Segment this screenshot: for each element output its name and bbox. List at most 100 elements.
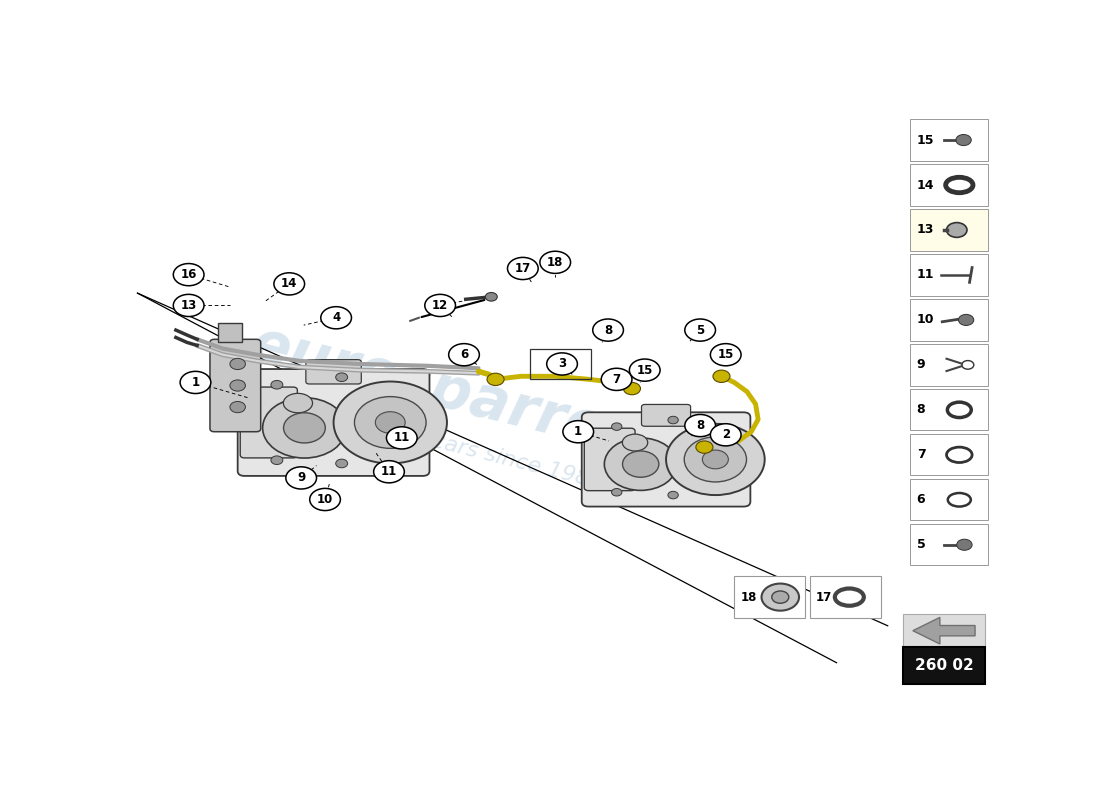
Text: 3: 3: [558, 358, 566, 370]
Circle shape: [336, 373, 348, 382]
Circle shape: [956, 134, 971, 146]
FancyBboxPatch shape: [240, 387, 297, 458]
Circle shape: [333, 382, 447, 463]
Ellipse shape: [948, 493, 971, 506]
Circle shape: [284, 413, 326, 443]
Circle shape: [274, 273, 305, 295]
Circle shape: [354, 397, 426, 448]
Bar: [910, 209, 988, 250]
Text: 14: 14: [916, 178, 934, 191]
Circle shape: [321, 306, 352, 329]
Circle shape: [958, 314, 974, 326]
Bar: [910, 434, 988, 475]
Text: 6: 6: [916, 494, 925, 506]
Circle shape: [668, 416, 679, 424]
Bar: [910, 344, 988, 386]
Circle shape: [946, 222, 967, 238]
FancyBboxPatch shape: [582, 412, 750, 506]
Text: 11: 11: [381, 466, 397, 478]
Text: 17: 17: [816, 590, 833, 604]
Circle shape: [540, 251, 571, 274]
Text: 16: 16: [180, 268, 197, 281]
Text: 15: 15: [916, 134, 934, 146]
Bar: [910, 389, 988, 430]
Circle shape: [604, 438, 676, 490]
Circle shape: [961, 361, 974, 369]
Text: 8: 8: [696, 419, 704, 432]
Circle shape: [374, 461, 405, 483]
Circle shape: [668, 491, 679, 499]
Text: 15: 15: [717, 348, 734, 362]
Bar: [903, 647, 984, 684]
Circle shape: [957, 539, 972, 550]
Circle shape: [449, 344, 480, 366]
Circle shape: [230, 358, 245, 370]
Circle shape: [230, 402, 245, 413]
Polygon shape: [219, 323, 242, 342]
Circle shape: [612, 423, 621, 430]
Ellipse shape: [623, 434, 648, 451]
Text: 13: 13: [916, 223, 934, 237]
Text: 1: 1: [574, 426, 582, 438]
Text: eurosparres: eurosparres: [244, 316, 645, 467]
Circle shape: [336, 459, 348, 468]
Text: 9: 9: [297, 471, 306, 485]
Text: 14: 14: [282, 278, 297, 290]
Text: 11: 11: [394, 431, 410, 444]
Polygon shape: [913, 618, 975, 644]
Circle shape: [230, 380, 245, 391]
Ellipse shape: [946, 178, 974, 193]
Circle shape: [310, 488, 340, 510]
Text: 8: 8: [916, 403, 925, 416]
Circle shape: [425, 294, 455, 317]
Circle shape: [386, 426, 417, 449]
Ellipse shape: [946, 447, 972, 462]
Circle shape: [711, 424, 741, 446]
Text: 8: 8: [604, 323, 613, 337]
Circle shape: [375, 412, 405, 434]
Circle shape: [685, 319, 715, 341]
Bar: [910, 118, 988, 161]
Circle shape: [711, 344, 741, 366]
Circle shape: [563, 421, 594, 443]
Bar: [810, 577, 881, 618]
Bar: [903, 614, 984, 647]
Circle shape: [629, 359, 660, 382]
Circle shape: [602, 368, 631, 390]
Circle shape: [263, 398, 346, 458]
Ellipse shape: [835, 589, 864, 606]
Ellipse shape: [947, 402, 971, 418]
Text: 9: 9: [916, 358, 925, 371]
Bar: [910, 164, 988, 206]
Text: a passion for cars since 1985: a passion for cars since 1985: [284, 395, 605, 493]
Text: 2: 2: [722, 428, 729, 442]
Text: 13: 13: [180, 299, 197, 312]
Circle shape: [772, 591, 789, 603]
Circle shape: [685, 414, 715, 437]
Circle shape: [507, 258, 538, 279]
Circle shape: [487, 373, 504, 386]
Circle shape: [174, 263, 204, 286]
Circle shape: [485, 293, 497, 301]
Circle shape: [593, 319, 624, 341]
Bar: [910, 478, 988, 521]
Text: 6: 6: [460, 348, 469, 362]
Bar: [910, 298, 988, 341]
FancyBboxPatch shape: [306, 360, 361, 384]
Circle shape: [684, 437, 747, 482]
Circle shape: [696, 441, 713, 454]
Circle shape: [286, 467, 317, 489]
Text: 17: 17: [515, 262, 531, 275]
FancyBboxPatch shape: [584, 428, 635, 490]
Circle shape: [713, 370, 730, 382]
Circle shape: [624, 382, 640, 394]
Circle shape: [180, 371, 211, 394]
Text: 10: 10: [916, 314, 934, 326]
Text: 10: 10: [317, 493, 333, 506]
Text: 7: 7: [613, 373, 620, 386]
Circle shape: [623, 451, 659, 478]
Text: 11: 11: [916, 269, 934, 282]
FancyBboxPatch shape: [210, 339, 261, 432]
Bar: [530, 349, 591, 379]
Bar: [735, 577, 805, 618]
